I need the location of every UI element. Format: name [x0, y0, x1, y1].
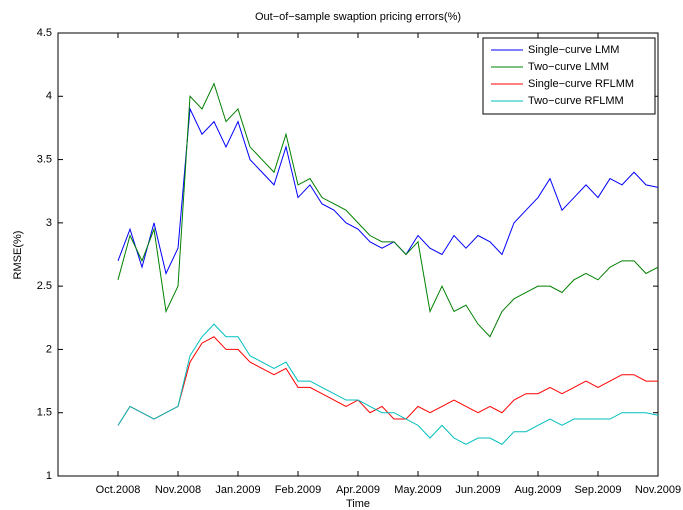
x-tick-label: May.2009	[394, 484, 442, 496]
x-tick-label: Nov.2009	[635, 484, 681, 496]
legend-label: Single−curve RFLMM	[528, 78, 634, 90]
chart-title: Out−of−sample swaption pricing errors(%)	[255, 11, 461, 23]
series-line	[117, 82, 659, 338]
y-tick-label: 4.5	[37, 27, 52, 39]
x-tick-label: Apr.2009	[336, 484, 380, 496]
y-tick-label: 1.5	[37, 407, 52, 419]
x-tick-label: Jan.2009	[215, 484, 260, 496]
x-tick-label: Feb.2009	[275, 484, 321, 496]
legend-label: Two−curve LMM	[528, 61, 609, 73]
y-tick-label: 2.5	[37, 280, 52, 292]
y-tick-label: 3	[46, 217, 52, 229]
x-tick-label: Oct.2008	[96, 484, 141, 496]
x-tick-label: Jun.2009	[455, 484, 500, 496]
series-line	[117, 323, 659, 445]
legend-label: Single−curve LMM	[528, 44, 619, 56]
x-tick-label: Sep.2009	[574, 484, 621, 496]
legend-label: Two−curve RFLMM	[528, 95, 624, 107]
y-axis-label: RMSE(%)	[12, 231, 24, 280]
x-tick-label: Nov.2008	[155, 484, 201, 496]
y-tick-label: 3.5	[37, 153, 52, 165]
y-tick-label: 2	[46, 343, 52, 355]
series-line	[117, 107, 659, 275]
x-tick-label: Aug.2009	[514, 484, 561, 496]
y-tick-label: 1	[46, 470, 52, 482]
x-axis-label: Time	[346, 498, 370, 510]
y-tick-label: 4	[46, 90, 52, 102]
